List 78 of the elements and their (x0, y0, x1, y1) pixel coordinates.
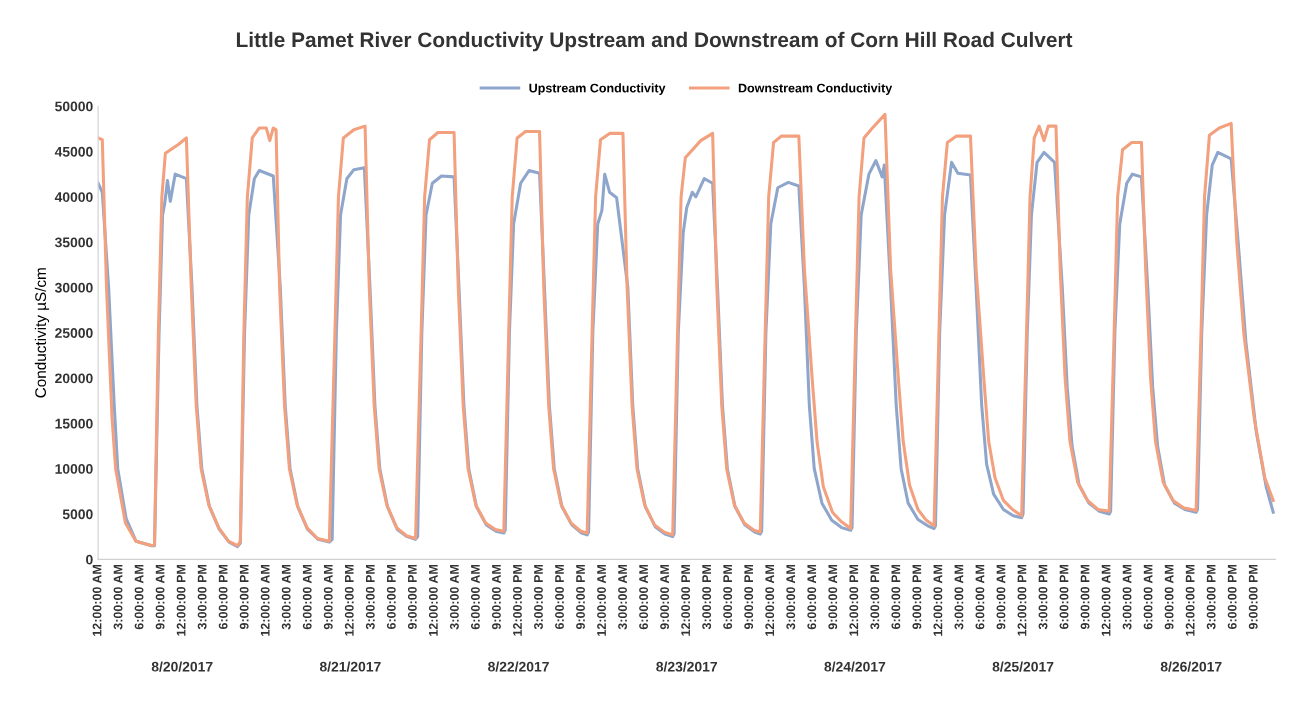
x-tick-label: 12:00:00 PM (849, 565, 859, 636)
x2-tick-label: 8/26/2017 (1160, 661, 1222, 672)
x-tick-label: 3:00:00 AM (1122, 565, 1132, 630)
x-tick-label: 9:00:00 PM (744, 565, 754, 630)
x-tick-label: 3:00:00 PM (365, 565, 375, 630)
y-tick-label: 35000 (54, 237, 93, 248)
y-tick-label: 5000 (62, 509, 93, 520)
y-axis-title: Conductivity µS/cm (34, 268, 50, 398)
x-tick-label: 12:00:00 PM (1185, 565, 1195, 636)
x-tick-label: 3:00:00 AM (281, 565, 291, 630)
x-tick-label: 9:00:00 PM (912, 565, 922, 630)
x-tick-label: 9:00:00 AM (828, 565, 838, 630)
x-tick-label: 12:00:00 AM (933, 565, 943, 636)
y-tick-label: 0 (86, 554, 93, 565)
x-tick-label: 9:00:00 AM (996, 565, 1006, 630)
x-tick-label: 12:00:00 AM (260, 565, 270, 636)
x-tick-label: 6:00:00 AM (302, 565, 312, 630)
x-tick-label: 3:00:00 PM (197, 565, 207, 630)
y-tick-label: 30000 (54, 282, 93, 293)
x-tick-label: 9:00:00 AM (1164, 565, 1174, 630)
x-tick-label: 9:00:00 AM (155, 565, 165, 630)
x2-tick-label: 8/22/2017 (488, 661, 549, 672)
y-tick-label: 10000 (55, 464, 93, 474)
x-tick-label: 12:00:00 AM (92, 565, 102, 636)
x-tick-label: 12:00:00 AM (428, 565, 438, 636)
y-tick-label: 20000 (55, 373, 93, 384)
x-tick-label: 6:00:00 AM (639, 565, 649, 630)
x2-tick-label: 8/25/2017 (992, 661, 1054, 672)
chart-title: Little Pamet River Conductivity Upstream and Downstream of Corn Hill Road Culvert (236, 31, 1073, 52)
x-tick-label: 3:00:00 PM (1206, 565, 1216, 630)
x-tick-label: 3:00:00 AM (113, 565, 123, 630)
legend-label: Downstream Conductivity (738, 83, 893, 95)
x-tick-label: 6:00:00 PM (723, 565, 733, 630)
x-tick-label: 9:00:00 PM (1248, 565, 1258, 630)
x-tick-label: 9:00:00 AM (492, 565, 501, 630)
y-tick-label: 45000 (54, 146, 93, 157)
x-tick-label: 6:00:00 PM (555, 565, 564, 630)
x-tick-label: 9:00:00 PM (239, 565, 249, 630)
x-tick-label: 3:00:00 AM (786, 565, 796, 630)
x-tick-label: 3:00:00 AM (618, 565, 628, 630)
y-tick-label: 15000 (55, 418, 93, 429)
x-tick-label: 3:00:00 PM (702, 565, 712, 630)
x-tick-label: 6:00:00 AM (470, 565, 480, 630)
x2-tick-label: 8/20/2017 (151, 661, 213, 672)
x-tick-label: 9:00:00 PM (1080, 565, 1090, 630)
x-tick-label: 3:00:00 PM (870, 565, 880, 630)
x-tick-label: 12:00:00 AM (1101, 565, 1111, 636)
x-tick-label: 12:00:00 PM (681, 565, 691, 636)
legend-label: Upstream Conductivity (529, 83, 666, 95)
x-tick-label: 12:00:00 PM (344, 565, 354, 636)
x-tick-label: 6:00:00 PM (891, 565, 901, 630)
x2-tick-label: 8/24/2017 (824, 661, 886, 672)
x-tick-label: 12:00:00 PM (1017, 565, 1027, 636)
y-tick-label: 50000 (55, 101, 93, 112)
x2-tick-label: 8/21/2017 (319, 661, 381, 672)
x-tick-label: 9:00:00 AM (323, 565, 333, 630)
x-tick-label: 3:00:00 PM (534, 565, 543, 630)
x-tick-label: 3:00:00 PM (1038, 565, 1048, 630)
x-tick-label: 6:00:00 PM (1059, 565, 1069, 630)
x-tick-label: 12:00:00 AM (765, 565, 775, 636)
x-tick-label: 6:00:00 AM (1143, 565, 1153, 630)
x-tick-label: 6:00:00 PM (1227, 565, 1237, 630)
x-tick-label: 12:00:00 AM (597, 565, 606, 636)
x-tick-label: 9:00:00 PM (407, 565, 417, 630)
x-tick-label: 3:00:00 AM (954, 565, 964, 630)
x-tick-label: 12:00:00 PM (513, 565, 522, 636)
x-tick-label: 6:00:00 AM (134, 565, 144, 630)
y-tick-label: 40000 (54, 192, 93, 202)
x-tick-label: 3:00:00 AM (449, 565, 459, 630)
x-tick-label: 9:00:00 AM (660, 565, 670, 630)
x-tick-label: 6:00:00 AM (975, 565, 985, 630)
x-tick-label: 9:00:00 PM (576, 565, 585, 630)
x-tick-label: 6:00:00 PM (386, 565, 396, 630)
y-tick-label: 25000 (55, 328, 93, 338)
x2-tick-label: 8/23/2017 (656, 661, 717, 672)
x-tick-label: 6:00:00 AM (807, 565, 817, 630)
x-tick-label: 6:00:00 PM (218, 565, 228, 630)
x-tick-label: 12:00:00 PM (176, 565, 186, 636)
